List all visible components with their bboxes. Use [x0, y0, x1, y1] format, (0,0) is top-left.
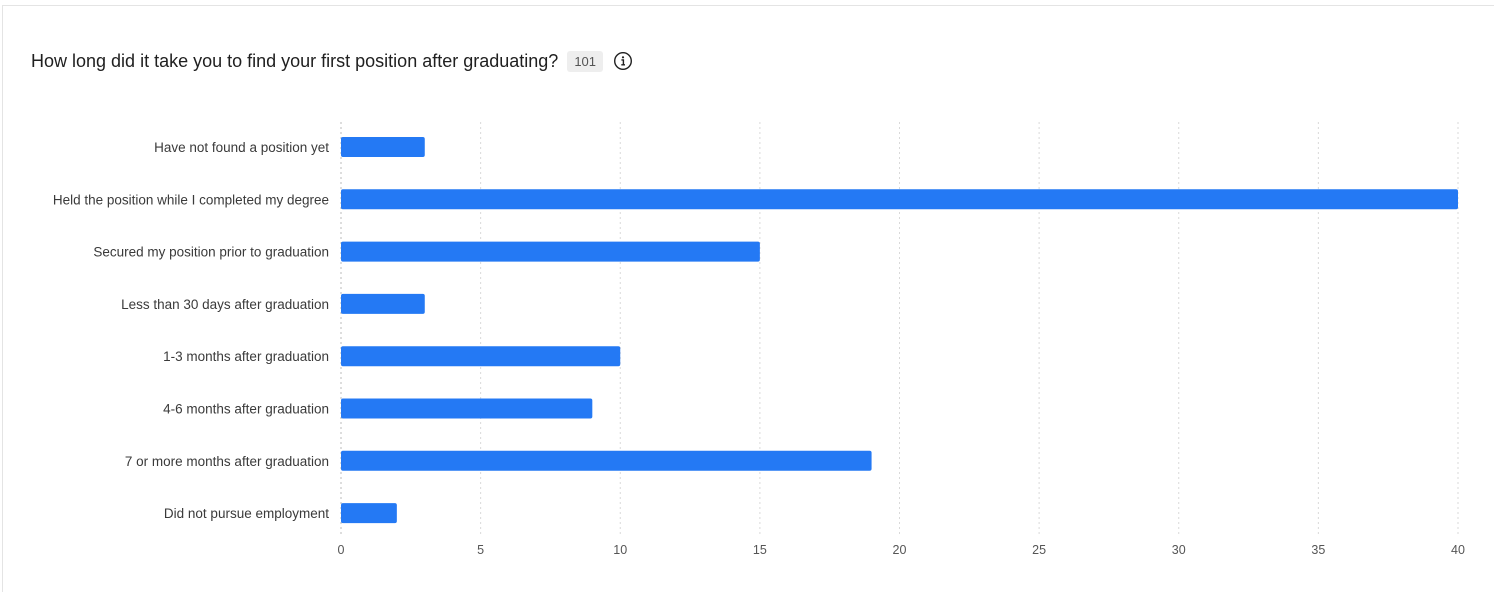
bar	[341, 293, 425, 314]
bar	[341, 189, 1458, 210]
category-label: 4-6 months after graduation	[163, 402, 329, 417]
category-label: Have not found a position yet	[154, 140, 329, 155]
question-title: How long did it take you to find your fi…	[31, 50, 559, 71]
x-tick-label: 40	[1451, 543, 1465, 557]
category-label: Secured my position prior to graduation	[93, 245, 329, 260]
x-tick-label: 15	[753, 543, 767, 557]
bar	[341, 503, 397, 524]
x-tick-label: 10	[613, 543, 627, 557]
info-circle-icon[interactable]	[613, 51, 633, 71]
category-label: 1-3 months after graduation	[163, 349, 329, 364]
bar	[341, 241, 760, 262]
category-label: Held the position while I completed my d…	[53, 192, 329, 207]
x-tick-label: 0	[338, 543, 345, 557]
bar	[341, 137, 425, 157]
category-label: Less than 30 days after graduation	[121, 297, 329, 312]
bar	[341, 450, 872, 471]
response-count-badge: 101	[567, 50, 604, 72]
x-tick-label: 30	[1172, 543, 1186, 557]
x-tick-label: 20	[893, 543, 907, 557]
question-header: How long did it take you to find your fi…	[31, 48, 633, 74]
question-card: How long did it take you to find your fi…	[2, 5, 1494, 592]
bar	[341, 398, 593, 419]
x-tick-label: 35	[1311, 543, 1325, 557]
bar	[341, 346, 621, 367]
category-label: 7 or more months after graduation	[125, 454, 329, 469]
x-tick-label: 25	[1032, 543, 1046, 557]
x-tick-label: 5	[477, 543, 484, 557]
category-label: Did not pursue employment	[164, 506, 329, 521]
